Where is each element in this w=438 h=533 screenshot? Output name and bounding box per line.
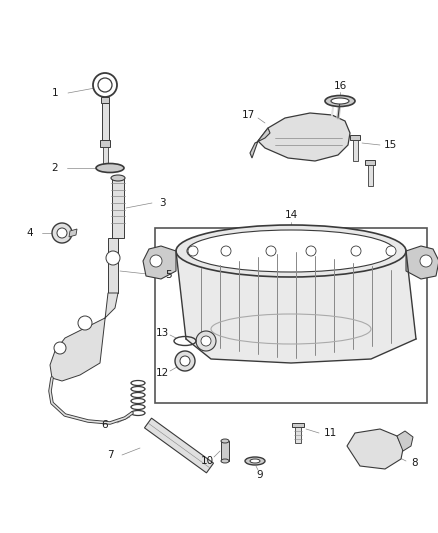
Polygon shape [102, 147, 107, 165]
Circle shape [386, 246, 396, 256]
Circle shape [78, 316, 92, 330]
Circle shape [175, 351, 195, 371]
Polygon shape [295, 427, 301, 443]
Polygon shape [112, 178, 124, 238]
Text: 5: 5 [165, 270, 171, 280]
Text: 17: 17 [241, 110, 254, 120]
Ellipse shape [221, 439, 229, 443]
Text: 9: 9 [257, 470, 263, 480]
Circle shape [52, 223, 72, 243]
Polygon shape [258, 113, 350, 161]
Polygon shape [292, 423, 304, 427]
Polygon shape [347, 429, 403, 469]
Circle shape [93, 73, 117, 97]
Circle shape [54, 342, 66, 354]
Circle shape [266, 246, 276, 256]
Ellipse shape [250, 459, 260, 463]
Polygon shape [367, 165, 372, 186]
Circle shape [420, 255, 432, 267]
Polygon shape [108, 238, 118, 293]
Ellipse shape [176, 225, 406, 277]
Text: 14: 14 [284, 210, 298, 220]
Text: 6: 6 [102, 420, 108, 430]
Polygon shape [406, 246, 438, 279]
Ellipse shape [221, 459, 229, 463]
Text: 4: 4 [27, 228, 33, 238]
Text: 10: 10 [201, 456, 214, 466]
Polygon shape [69, 229, 77, 237]
Text: 3: 3 [159, 198, 165, 208]
Circle shape [201, 336, 211, 346]
Circle shape [306, 246, 316, 256]
Polygon shape [143, 246, 176, 279]
Circle shape [221, 246, 231, 256]
Polygon shape [397, 431, 413, 451]
Text: 13: 13 [155, 328, 169, 338]
Text: 15: 15 [383, 140, 397, 150]
Polygon shape [365, 160, 375, 165]
Bar [155, 228, 427, 403]
Polygon shape [145, 418, 213, 473]
Ellipse shape [245, 457, 265, 465]
Circle shape [188, 246, 198, 256]
Ellipse shape [111, 175, 125, 181]
Polygon shape [350, 135, 360, 140]
Ellipse shape [331, 98, 349, 104]
Ellipse shape [325, 95, 355, 107]
Polygon shape [221, 441, 229, 461]
Polygon shape [50, 293, 118, 381]
Polygon shape [353, 140, 357, 161]
Circle shape [196, 331, 216, 351]
Text: 16: 16 [333, 81, 346, 91]
Circle shape [98, 78, 112, 92]
Ellipse shape [96, 164, 124, 173]
Ellipse shape [187, 230, 395, 272]
Circle shape [351, 246, 361, 256]
Polygon shape [101, 97, 109, 103]
Text: 7: 7 [107, 450, 113, 460]
Text: 8: 8 [412, 458, 418, 468]
Circle shape [180, 356, 190, 366]
Polygon shape [100, 140, 110, 147]
Text: 11: 11 [323, 428, 337, 438]
Polygon shape [250, 128, 270, 158]
Text: 12: 12 [155, 368, 169, 378]
Circle shape [57, 228, 67, 238]
Circle shape [150, 255, 162, 267]
Circle shape [106, 251, 120, 265]
Text: 1: 1 [52, 88, 58, 98]
Text: 2: 2 [52, 163, 58, 173]
Polygon shape [102, 103, 109, 140]
Polygon shape [176, 251, 416, 363]
